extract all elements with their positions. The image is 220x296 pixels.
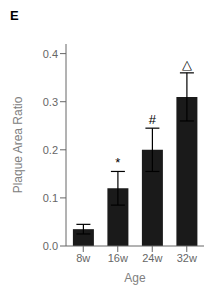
svg-text:0.2: 0.2 xyxy=(43,144,58,156)
svg-text:8w: 8w xyxy=(76,252,90,264)
svg-text:0.3: 0.3 xyxy=(43,96,58,108)
svg-text:*: * xyxy=(115,155,120,170)
svg-text:#: # xyxy=(149,112,157,127)
svg-text:Age: Age xyxy=(124,271,146,285)
html-text:E: E xyxy=(10,8,19,23)
svg-text:24w: 24w xyxy=(142,252,162,264)
svg-text:0.1: 0.1 xyxy=(43,192,58,204)
svg-text:0.4: 0.4 xyxy=(43,48,58,60)
svg-text:0.0: 0.0 xyxy=(43,240,58,252)
svg-text:Plaque Area Ratio: Plaque Area Ratio xyxy=(11,96,25,193)
svg-text:32w: 32w xyxy=(177,252,197,264)
svg-text:16w: 16w xyxy=(108,252,128,264)
svg-text:△: △ xyxy=(182,57,192,72)
